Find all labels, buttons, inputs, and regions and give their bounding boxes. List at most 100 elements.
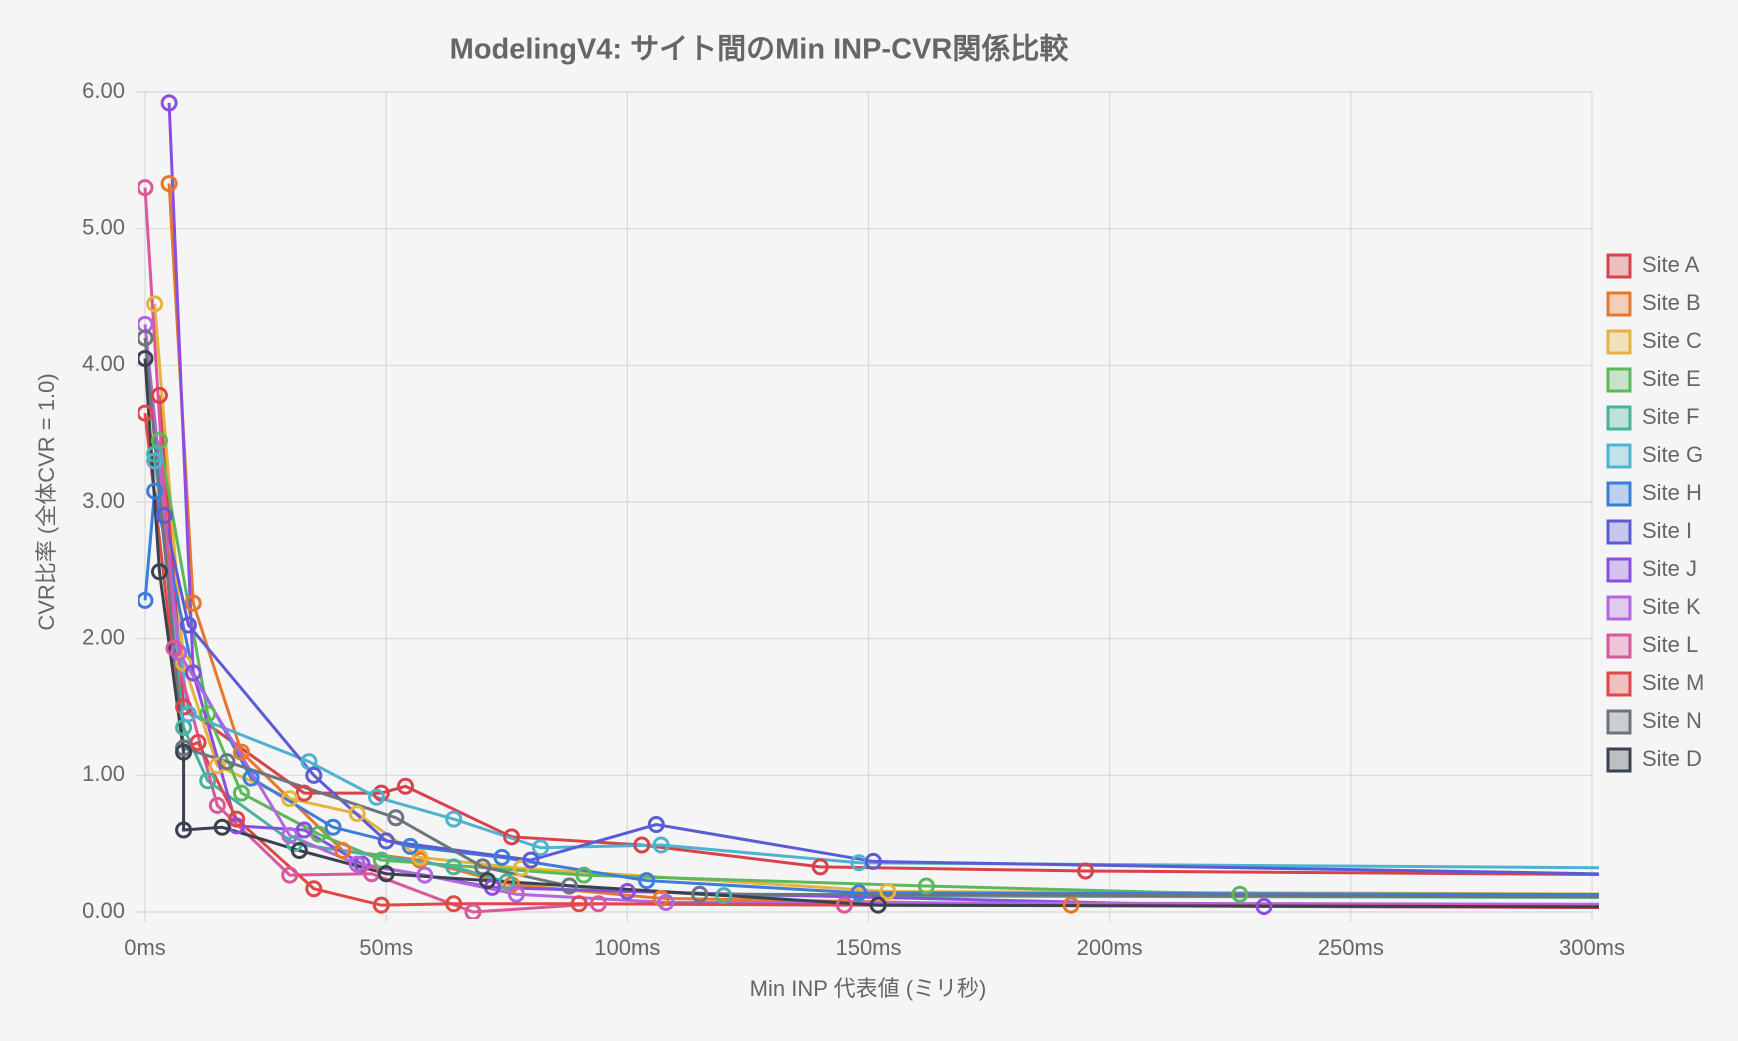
x-tick-label: 200ms — [1077, 935, 1143, 960]
data-point — [324, 818, 342, 836]
legend-swatch — [1606, 291, 1632, 317]
x-tick-label: 100ms — [594, 935, 660, 960]
data-point — [811, 858, 829, 876]
x-tick-label: 50ms — [359, 935, 413, 960]
data-point — [377, 865, 395, 883]
data-point — [478, 872, 496, 890]
y-tick-label: 0.00 — [82, 898, 125, 923]
data-point — [493, 848, 511, 866]
x-axis-label: Min INP 代表値 (ミリ秒) — [750, 976, 987, 1001]
data-point — [570, 895, 588, 913]
legend-swatch — [1606, 329, 1632, 355]
series-line — [153, 454, 1599, 899]
data-point — [281, 866, 299, 884]
data-point — [411, 848, 429, 866]
legend-swatch — [1606, 443, 1632, 469]
legend-swatch — [1606, 709, 1632, 735]
data-point — [638, 872, 656, 890]
legend-swatch — [1606, 481, 1632, 507]
data-point — [498, 873, 516, 891]
legend-swatch — [1606, 595, 1632, 621]
legend-swatch — [1606, 405, 1632, 431]
legend-label: Site L — [1642, 632, 1698, 657]
data-point — [199, 705, 217, 723]
series-line — [157, 395, 1599, 877]
data-point — [295, 784, 313, 802]
data-point — [869, 896, 887, 914]
data-point — [290, 842, 308, 859]
data-point — [155, 507, 173, 525]
data-point — [652, 836, 670, 854]
y-tick-label: 1.00 — [82, 761, 125, 786]
legend-label: Site J — [1642, 556, 1697, 581]
data-point — [179, 705, 197, 723]
data-point — [348, 855, 366, 873]
x-tick-label: 300ms — [1559, 935, 1625, 960]
data-point — [1077, 862, 1095, 880]
data-point — [281, 790, 299, 808]
data-point — [150, 386, 168, 404]
series-line — [162, 515, 1599, 876]
series-line — [143, 324, 1599, 906]
data-point — [305, 880, 323, 898]
data-point — [189, 734, 207, 752]
chart-title: ModelingV4: サイト間のMin INP-CVR関係比較 — [450, 32, 1070, 66]
data-point — [305, 766, 323, 784]
legend-label: Site H — [1642, 480, 1702, 505]
data-point — [445, 810, 463, 828]
x-tick-label: 0ms — [124, 935, 166, 960]
legend-label: Site B — [1642, 290, 1701, 315]
data-point — [184, 664, 202, 682]
data-point — [657, 893, 675, 911]
legend-label: Site K — [1642, 594, 1701, 619]
data-point — [138, 404, 154, 422]
data-point — [165, 639, 183, 657]
legend-label: Site A — [1642, 252, 1700, 277]
legend-swatch — [1606, 367, 1632, 393]
data-point — [850, 884, 868, 902]
data-point — [175, 821, 193, 839]
series-line — [143, 187, 1599, 914]
data-point — [146, 452, 164, 470]
data-point — [618, 883, 636, 900]
data-point — [377, 832, 395, 850]
data-point — [150, 563, 168, 581]
data-point — [532, 839, 550, 857]
data-point — [560, 877, 578, 895]
y-tick-label: 4.00 — [82, 351, 125, 376]
legend-swatch — [1606, 253, 1632, 279]
data-point — [1062, 896, 1080, 914]
y-axis-label: CVR比率 (全体CVR = 1.0) — [34, 373, 59, 630]
data-point — [334, 842, 352, 859]
legend-label: Site E — [1642, 366, 1701, 391]
series-line — [153, 303, 1599, 896]
legend-label: Site G — [1642, 442, 1703, 467]
data-point — [512, 859, 530, 877]
series-line — [143, 337, 1599, 899]
legend-swatch — [1606, 633, 1632, 659]
y-tick-label: 6.00 — [82, 78, 125, 103]
series-line — [167, 183, 1599, 909]
data-point — [387, 809, 405, 827]
data-point — [353, 855, 371, 873]
y-tick-label: 3.00 — [82, 488, 125, 513]
data-point — [179, 616, 197, 634]
data-point — [232, 743, 250, 761]
data-point — [372, 896, 390, 914]
legend-label: Site C — [1642, 328, 1702, 353]
data-point — [213, 818, 231, 836]
data-point — [835, 896, 853, 914]
data-point — [348, 805, 366, 823]
data-point — [184, 594, 202, 612]
data-point — [464, 903, 482, 919]
data-point — [138, 179, 154, 197]
data-point — [416, 866, 434, 884]
legend-swatch — [1606, 519, 1632, 545]
data-point — [633, 836, 651, 854]
data-point — [208, 757, 226, 775]
series-line — [143, 358, 1599, 909]
data-point — [401, 837, 419, 855]
legend-label: Site D — [1642, 746, 1702, 771]
data-point — [1231, 885, 1249, 903]
plot-area — [138, 94, 1599, 919]
